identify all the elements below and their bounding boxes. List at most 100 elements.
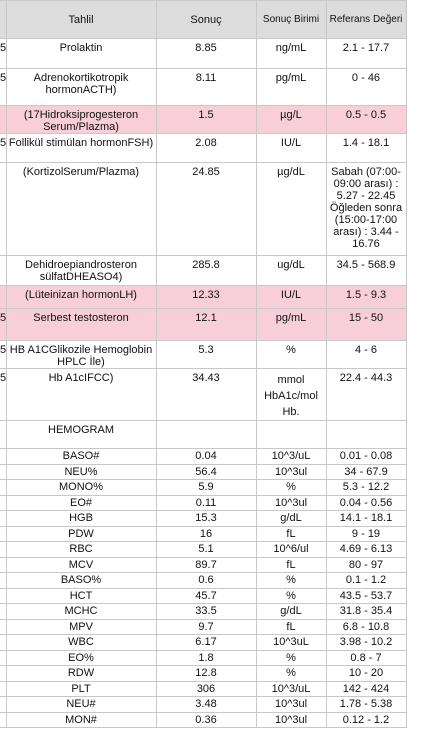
result: 8.11 [155, 68, 257, 106]
result: 8.85 [155, 38, 257, 69]
test-name: Dehidroepiandrosteron sülfatDHEASO4) [5, 255, 157, 286]
test-name-text: MCHC [64, 605, 98, 617]
table-row: (Lüteinizan hormonLH) 12.33 IU/L 1.5 - 9.3 [0, 285, 407, 309]
test-name-text: (KortizolSerum/Plazma) [22, 166, 140, 178]
test-name-text: HGB [69, 512, 93, 524]
result: 16 [155, 525, 257, 542]
test-name: Hb A1cIFCC) [5, 368, 157, 421]
unit: 10^3uL [255, 634, 327, 651]
table-row: EO% 1.8% 0.8 - 7 [0, 649, 407, 666]
table-row: MCV 89.7 fL 80 - 97 [0, 556, 407, 573]
result: 1.5 [155, 105, 257, 134]
unit: g/dL [255, 603, 327, 620]
test-name-text: (Lüteinizan hormonLH) [25, 289, 137, 301]
test-name-text: Prolaktin [59, 42, 103, 54]
test-name-text: (17Hidroksiprogesteron Serum/Plazma) [23, 109, 139, 133]
result: 0.6 [155, 572, 257, 589]
reference: 5.3 - 12.2 [325, 479, 407, 496]
result: 12.1 [155, 308, 257, 341]
reference: 1.78 - 5.38 [325, 696, 407, 713]
result: 6.17 [155, 634, 257, 651]
test-name-text: Follikül stimülan hormonFSH) [8, 137, 154, 149]
test-name-text: Adrenokortikotropik hormonACTH) [33, 72, 129, 96]
unit: g/dL [255, 510, 327, 527]
test-name-text: HEMOGRAM [48, 424, 114, 436]
test-name: BASO% [5, 572, 157, 589]
reference: 9 - 19 [325, 525, 407, 542]
reference: 3.98 - 10.2 [325, 634, 407, 651]
reference: 34.5 - 568.9 [325, 255, 407, 286]
result: 12.8 [155, 665, 257, 682]
table-row: WBC 6.17 10^3uL 3.98 - 10.2 [0, 634, 407, 651]
table-row: MON# 0.36 10^3ul 0.12 - 1.2 [0, 711, 407, 728]
reference: 6.8 - 10.8 [325, 618, 407, 635]
test-name-text: RBC [69, 543, 93, 555]
test-name-text: Serbest testosteron [33, 312, 129, 324]
reference: 4.69 - 6.13 [325, 541, 407, 558]
test-name-text: NEU# [66, 698, 96, 710]
test-name-text: PLT [71, 682, 91, 695]
header-cell: Sonuç Birimi [255, 0, 327, 39]
reference: 1.4 - 18.1 [325, 133, 407, 163]
test-name-text: HB A1CGlikozile Hemoglobin HPLC İle) [9, 344, 153, 368]
reference: 0.04 - 0.56 [325, 494, 407, 511]
result: 306 [155, 680, 257, 697]
test-name: HGB [5, 510, 157, 527]
table-row: MPV 9.7 fL 6.8 - 10.8 [0, 618, 407, 635]
unit: 10^3ul [255, 463, 327, 480]
table-row: NEU# 3.48 10^3ul 1.78 - 5.38 [0, 696, 407, 713]
table-row: HCT 45.7% 43.5 - 53.7 [0, 587, 407, 604]
table-row: EO# 0.11 10^3ul 0.04 - 0.56 [0, 494, 407, 511]
test-name: MPV [5, 618, 157, 635]
reference: 2.1 - 17.7 [325, 38, 407, 69]
test-name: WBC [5, 634, 157, 651]
test-name: MCHC [5, 603, 157, 620]
table-row: NEU% 56.4 10^3ul 34 - 67.9 [0, 463, 407, 480]
table-row: BASO# 0.04 10^3/uL 0.01 - 0.08 [0, 448, 407, 465]
result: 33.5 [155, 603, 257, 620]
reference: 10 - 20 [325, 665, 407, 682]
test-name: EO# [5, 494, 157, 511]
result: 0.11 [155, 494, 257, 511]
unit: % [255, 340, 327, 369]
unit: µg/L [255, 105, 327, 134]
table-row: HEMOGRAM [0, 420, 407, 449]
result: 3.48 [155, 696, 257, 713]
table-row: 5 Hb A1cIFCC) 34.43 mmol HbA1c/mol Hb. 22.4 … [0, 368, 407, 421]
reference: 80 - 97 [325, 556, 407, 573]
test-name: Follikül stimülan hormonFSH) [5, 133, 157, 163]
result: 34.43 [155, 368, 257, 421]
lab-table: Tahlil Sonuç Sonuç Birimi Referans Değer… [0, 0, 407, 728]
table-row: 5 HB A1CGlikozile Hemoglobin HPLC İle) 5.3… [0, 340, 407, 369]
test-name: Adrenokortikotropik hormonACTH) [5, 68, 157, 106]
test-name-text: WBC [68, 636, 94, 648]
table-row: HGB 15.3 g/dL 14.1 - 18.1 [0, 510, 407, 527]
test-name: (17Hidroksiprogesteron Serum/Plazma) [5, 105, 157, 134]
table-row: 5 Prolaktin 8.85 ng/mL 2.1 - 17.7 [0, 38, 407, 69]
unit: µg/dL [255, 162, 327, 256]
test-name: NEU# [5, 696, 157, 713]
table-row: RBC 5.1 10^6/ul 4.69 - 6.13 [0, 541, 407, 558]
reference [325, 420, 407, 449]
reference: 0.5 - 0.5 [325, 105, 407, 134]
table-body: 5 Prolaktin 8.85 ng/mL 2.1 - 17.7 5 Adrenokort… [0, 38, 407, 728]
unit: 10^3ul [255, 494, 327, 511]
unit [255, 420, 327, 449]
reference: 0 - 46 [325, 68, 407, 106]
table-row: (17Hidroksiprogesteron Serum/Plazma) 1.5 µ… [0, 105, 407, 134]
result: 9.7 [155, 618, 257, 635]
table-row: 5 Follikül stimülan hormonFSH) 2.08 IU/L 1.4… [0, 133, 407, 163]
test-name: HCT [5, 587, 157, 604]
test-name: (KortizolSerum/Plazma) [5, 162, 157, 256]
unit: fL [255, 525, 327, 542]
test-name-text: MCV [68, 558, 94, 571]
unit: pg/mL [255, 308, 327, 341]
unit: % [255, 479, 327, 496]
result: 2.08 [155, 133, 257, 163]
table-row: MCHC 33.5 g/dL 31.8 - 35.4 [0, 603, 407, 620]
reference: 0.12 - 1.2 [325, 711, 407, 728]
result: 1.8 [155, 649, 257, 666]
reference: 22.4 - 44.3 [325, 368, 407, 421]
test-name-text: NEU% [64, 465, 98, 478]
